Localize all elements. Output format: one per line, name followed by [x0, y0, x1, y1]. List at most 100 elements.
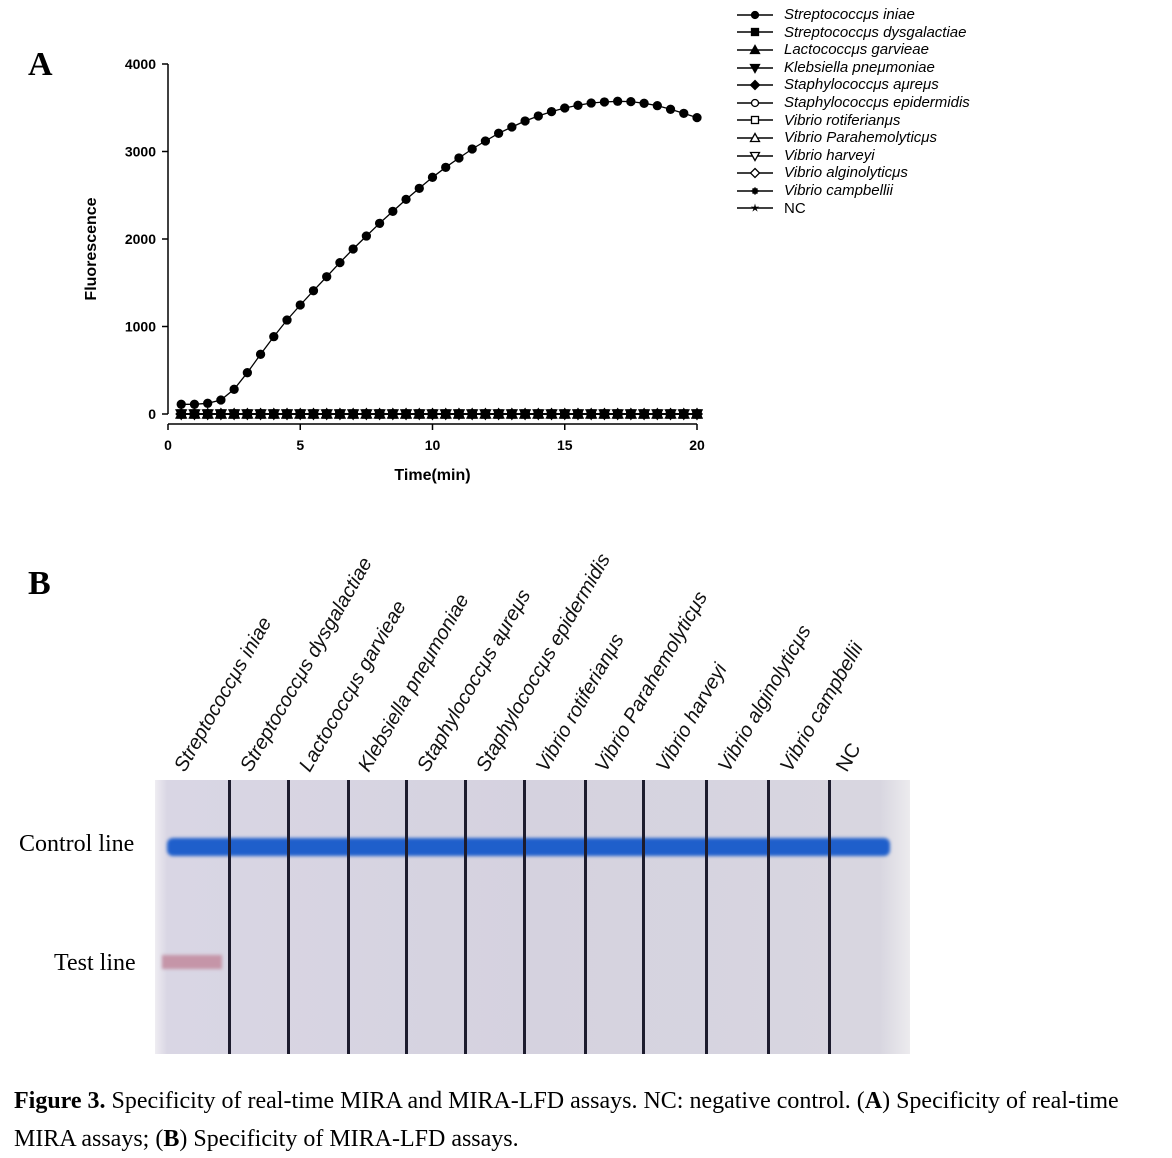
caption-text: ) Specificity of MIRA-LFD assays.	[179, 1126, 519, 1152]
data-point	[613, 409, 623, 419]
legend-label: Streptococcμs iniae	[784, 6, 915, 23]
data-point	[546, 409, 557, 419]
data-point	[203, 398, 213, 408]
data-point	[639, 409, 649, 419]
data-point	[229, 409, 239, 419]
legend-label: Vibrio Parahemolyticμs	[784, 129, 938, 147]
legend-marker-icon	[737, 116, 773, 125]
data-point	[441, 162, 451, 172]
data-point	[255, 349, 266, 359]
data-point	[255, 409, 266, 419]
legend-item: Staphylococcμs epidermidis	[735, 94, 970, 112]
data-point	[229, 384, 239, 394]
data-point	[599, 97, 610, 107]
data-point	[282, 409, 292, 419]
data-point	[269, 331, 279, 342]
legend-label: Vibrio rotiferianμs	[784, 111, 901, 129]
control-line-label: Control line	[19, 831, 135, 857]
data-point	[507, 122, 517, 132]
data-point	[454, 409, 464, 419]
figure-caption: Figure 3. Specificity of real-time MIRA …	[14, 1082, 1164, 1158]
data-point	[388, 206, 398, 217]
legend-marker	[749, 167, 761, 179]
data-point	[295, 300, 305, 310]
strip-label: Klebsiella pneμmoniae	[354, 590, 474, 776]
data-point	[282, 315, 292, 325]
strip-divider	[767, 780, 770, 1054]
x-tick-label: 0	[164, 437, 172, 453]
data-point	[269, 409, 279, 419]
strip-divider	[642, 780, 645, 1054]
test-line-label: Test line	[54, 950, 136, 976]
legend-marker	[750, 116, 760, 125]
data-point	[692, 112, 702, 123]
data-point	[520, 409, 530, 419]
y-tick-label: 0	[148, 406, 156, 422]
legend-marker	[749, 63, 761, 74]
data-point	[665, 104, 676, 114]
legend-item: Vibrio alginolyticμs	[735, 164, 970, 182]
x-tick-label: 20	[689, 437, 705, 453]
data-point	[613, 96, 623, 106]
x-axis-label: Time(min)	[394, 467, 470, 484]
legend-item: Vibrio campbellii	[735, 182, 970, 200]
legend-label: Streptococcμs dysgalactiae	[784, 23, 967, 41]
legend-marker	[749, 151, 761, 162]
legend-marker	[750, 203, 760, 212]
strip-divider	[828, 780, 831, 1054]
legend-item: Streptococcμs dysgalactiae	[735, 24, 970, 42]
strip-divider	[523, 780, 526, 1054]
data-point	[533, 111, 543, 121]
legend-marker-icon	[737, 132, 773, 143]
data-point	[480, 409, 491, 419]
data-point	[679, 108, 689, 118]
data-point	[573, 100, 583, 110]
series-line	[181, 100, 698, 405]
legend-label: Lactococcμs garvieae	[784, 41, 929, 59]
panel-b-label: B	[28, 565, 51, 602]
legend-marker	[751, 187, 759, 195]
data-point	[427, 172, 438, 182]
data-point	[216, 395, 226, 405]
data-point	[242, 409, 253, 419]
data-point	[573, 409, 583, 419]
x-tick-label: 15	[557, 437, 573, 453]
data-point	[242, 368, 253, 378]
legend-item: Vibrio harveyi	[735, 147, 970, 165]
lfd-strip-photo	[155, 780, 910, 1054]
caption-b: B	[163, 1126, 180, 1152]
legend-item: Klebsiella pneμmoniae	[735, 59, 970, 77]
data-point	[335, 257, 345, 268]
data-point	[308, 286, 319, 296]
strip-divider	[705, 780, 708, 1054]
data-point	[480, 136, 491, 146]
strip-label: NC	[832, 739, 866, 776]
data-point	[401, 194, 411, 205]
fluorescence-chart: 0 1000 2000 3000 4000 0 5 10 15 20 Time(min) Fluore…	[83, 56, 705, 484]
legend-marker-icon	[737, 203, 773, 212]
legend-label: Vibrio harveyi	[784, 146, 875, 164]
strip-label: Staphylococcμs aμreμs	[412, 585, 535, 776]
data-point	[203, 409, 213, 419]
test-band	[161, 955, 222, 969]
legend-label: Vibrio alginolyticμs	[784, 164, 908, 182]
legend-marker-icon	[737, 167, 773, 179]
data-point	[507, 409, 517, 419]
legend-item: NC	[735, 200, 970, 218]
data-point	[414, 183, 424, 193]
legend-label: NC	[784, 199, 806, 217]
data-point	[626, 96, 636, 107]
legend-marker-icon	[737, 63, 773, 74]
legend-marker	[750, 28, 760, 37]
strip-label: Lactococcμs garvieae	[295, 597, 411, 776]
legend-marker-icon	[737, 151, 773, 162]
data-point	[652, 101, 662, 111]
y-tick-label: 2000	[125, 231, 156, 247]
data-point	[467, 409, 477, 419]
data-point	[176, 409, 186, 419]
data-point	[586, 409, 596, 419]
legend-item: Staphylococcμs aμreμs	[735, 76, 970, 94]
legend-marker	[749, 44, 761, 55]
strip-divider	[464, 780, 467, 1054]
legend-marker-icon	[737, 79, 773, 91]
